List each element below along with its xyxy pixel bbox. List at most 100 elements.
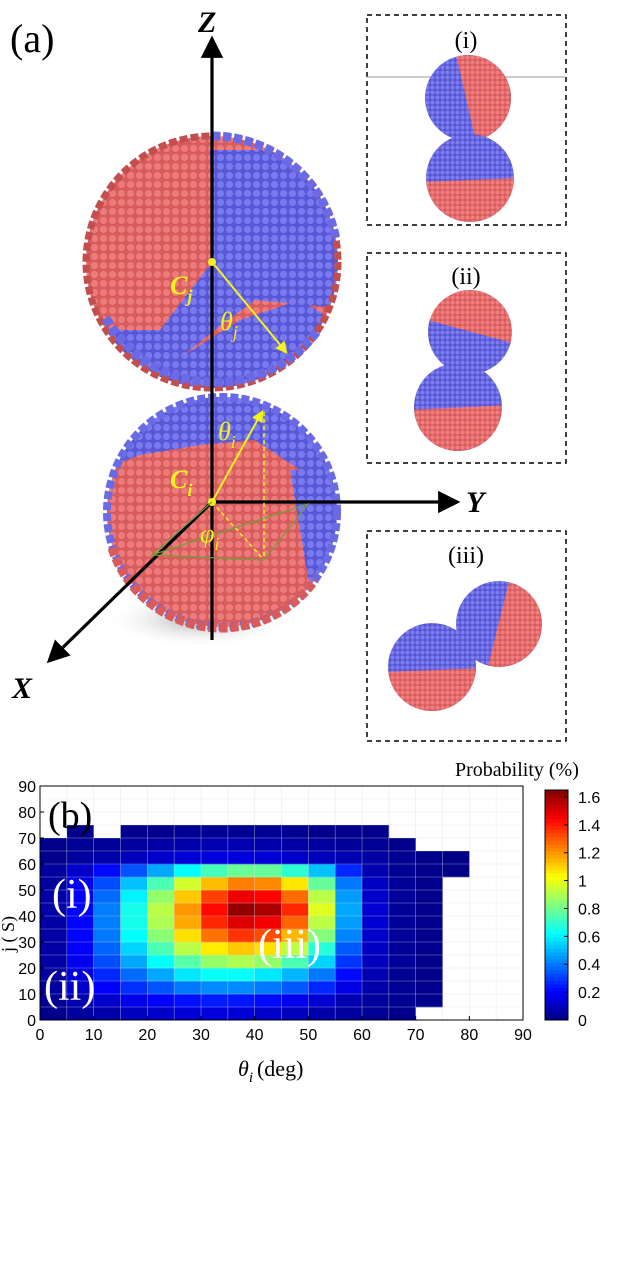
colorbar-segment xyxy=(545,973,568,978)
colorbar-segment xyxy=(545,851,568,856)
heatmap-cell xyxy=(281,955,309,969)
heatmap-cells xyxy=(40,825,470,1021)
heatmap-cell xyxy=(388,1007,416,1021)
heatmap-cell xyxy=(335,929,363,943)
x-tick-label: 10 xyxy=(85,1027,103,1044)
heatmap-cell xyxy=(66,877,94,891)
heatmap-cell xyxy=(227,929,255,943)
heatmap-cell xyxy=(174,994,202,1008)
heatmap-cell xyxy=(415,877,443,891)
heatmap-cell xyxy=(308,903,336,917)
heatmap-cell xyxy=(174,1007,202,1021)
cj-label: Cj xyxy=(170,271,193,306)
colorbar-segment xyxy=(545,912,568,917)
heatmap-cell xyxy=(147,929,175,943)
heatmap-cell xyxy=(254,877,282,891)
heatmap-cell xyxy=(254,981,282,995)
x-axis-label: θi (deg) xyxy=(238,1056,303,1086)
heatmap-cell xyxy=(227,1007,255,1021)
heatmap-cell xyxy=(93,916,121,930)
heatmap-cell xyxy=(66,942,94,956)
heatmap-cell xyxy=(254,916,282,930)
heatmap-cell xyxy=(66,825,94,839)
y-tick-label: 60 xyxy=(18,857,36,874)
y-axis-label: Y xyxy=(466,486,487,519)
heatmap-cell xyxy=(388,942,416,956)
heatmap-cell xyxy=(388,877,416,891)
region-label-ii: (ii) xyxy=(44,964,95,1010)
heatmap-cell xyxy=(415,916,443,930)
heatmap-cell xyxy=(174,877,202,891)
heatmap-cell xyxy=(201,916,229,930)
heatmap-cell xyxy=(147,955,175,969)
heatmap-cell xyxy=(120,864,148,878)
heatmap-cell xyxy=(120,955,148,969)
colorbar-segment xyxy=(545,1002,568,1007)
heatmap-cell xyxy=(308,929,336,943)
heatmap-cell xyxy=(93,981,121,995)
heatmap-cell xyxy=(40,903,68,917)
heatmap-cell xyxy=(281,968,309,982)
heatmap-cell xyxy=(120,916,148,930)
heatmap-cell xyxy=(308,942,336,956)
colorbar-segment xyxy=(545,905,568,910)
heatmap-cell xyxy=(120,877,148,891)
heatmap-cell xyxy=(93,903,121,917)
heatmap-cell xyxy=(120,994,148,1008)
heatmap-cell xyxy=(147,890,175,904)
heatmap-cell xyxy=(281,929,309,943)
heatmap-cell xyxy=(362,903,390,917)
heatmap-cell xyxy=(227,903,255,917)
colorbar-frame xyxy=(544,789,569,1021)
heatmap-cell xyxy=(335,942,363,956)
heatmap-cell xyxy=(308,838,336,852)
colorbar-tick-label: 0 xyxy=(578,1013,587,1030)
heatmap-cell xyxy=(415,942,443,956)
heatmap-cell xyxy=(93,877,121,891)
heatmap-cell xyxy=(281,994,309,1008)
heatmap-cell xyxy=(147,877,175,891)
sphere-j xyxy=(82,131,342,392)
heatmap-cell xyxy=(93,851,121,865)
colorbar-segment xyxy=(545,951,568,956)
colorbar-segment xyxy=(545,818,568,823)
theta-j-label: θj xyxy=(220,307,238,342)
heatmap-cell xyxy=(388,864,416,878)
heatmap-cell xyxy=(415,864,443,878)
heatmap-grid xyxy=(40,786,523,1020)
x-tick-label: 70 xyxy=(407,1027,425,1044)
heatmap-cell xyxy=(362,838,390,852)
colorbar-segment xyxy=(545,861,568,866)
colorbar-segment xyxy=(545,858,568,863)
heatmap-cell xyxy=(254,903,282,917)
colorbar-segment xyxy=(545,804,568,809)
heatmap-cell xyxy=(415,890,443,904)
y-tick-label: 90 xyxy=(18,779,36,796)
heatmap-cell xyxy=(388,903,416,917)
colorbar-title: Probability (%) xyxy=(455,759,579,781)
colorbar-segment xyxy=(545,800,568,805)
colorbar-segment xyxy=(545,980,568,985)
colorbar-segment xyxy=(545,908,568,913)
heatmap-cell xyxy=(388,890,416,904)
heatmap-cell xyxy=(174,890,202,904)
region-label-iii: (iii) xyxy=(258,922,321,968)
heatmap-cell xyxy=(227,994,255,1008)
region-label-i: (i) xyxy=(52,872,92,918)
heatmap-cell xyxy=(120,1007,148,1021)
heatmap-cell xyxy=(415,851,443,865)
x-tick-label: 80 xyxy=(460,1027,478,1044)
heatmap-cell xyxy=(362,968,390,982)
heatmap-cell xyxy=(66,955,94,969)
heatmap-cell xyxy=(201,864,229,878)
heatmap-cell xyxy=(254,890,282,904)
heatmap-cell xyxy=(93,929,121,943)
y-tick-label: 50 xyxy=(18,883,36,900)
colorbar-segment xyxy=(545,854,568,859)
heatmap-cell xyxy=(362,877,390,891)
colorbar-tick-label: 0.8 xyxy=(578,901,600,918)
colorbar-segment xyxy=(545,825,568,831)
heatmap-cell xyxy=(120,825,148,839)
y-axis-label: j ( S) xyxy=(0,916,19,953)
heatmap-cell xyxy=(93,942,121,956)
